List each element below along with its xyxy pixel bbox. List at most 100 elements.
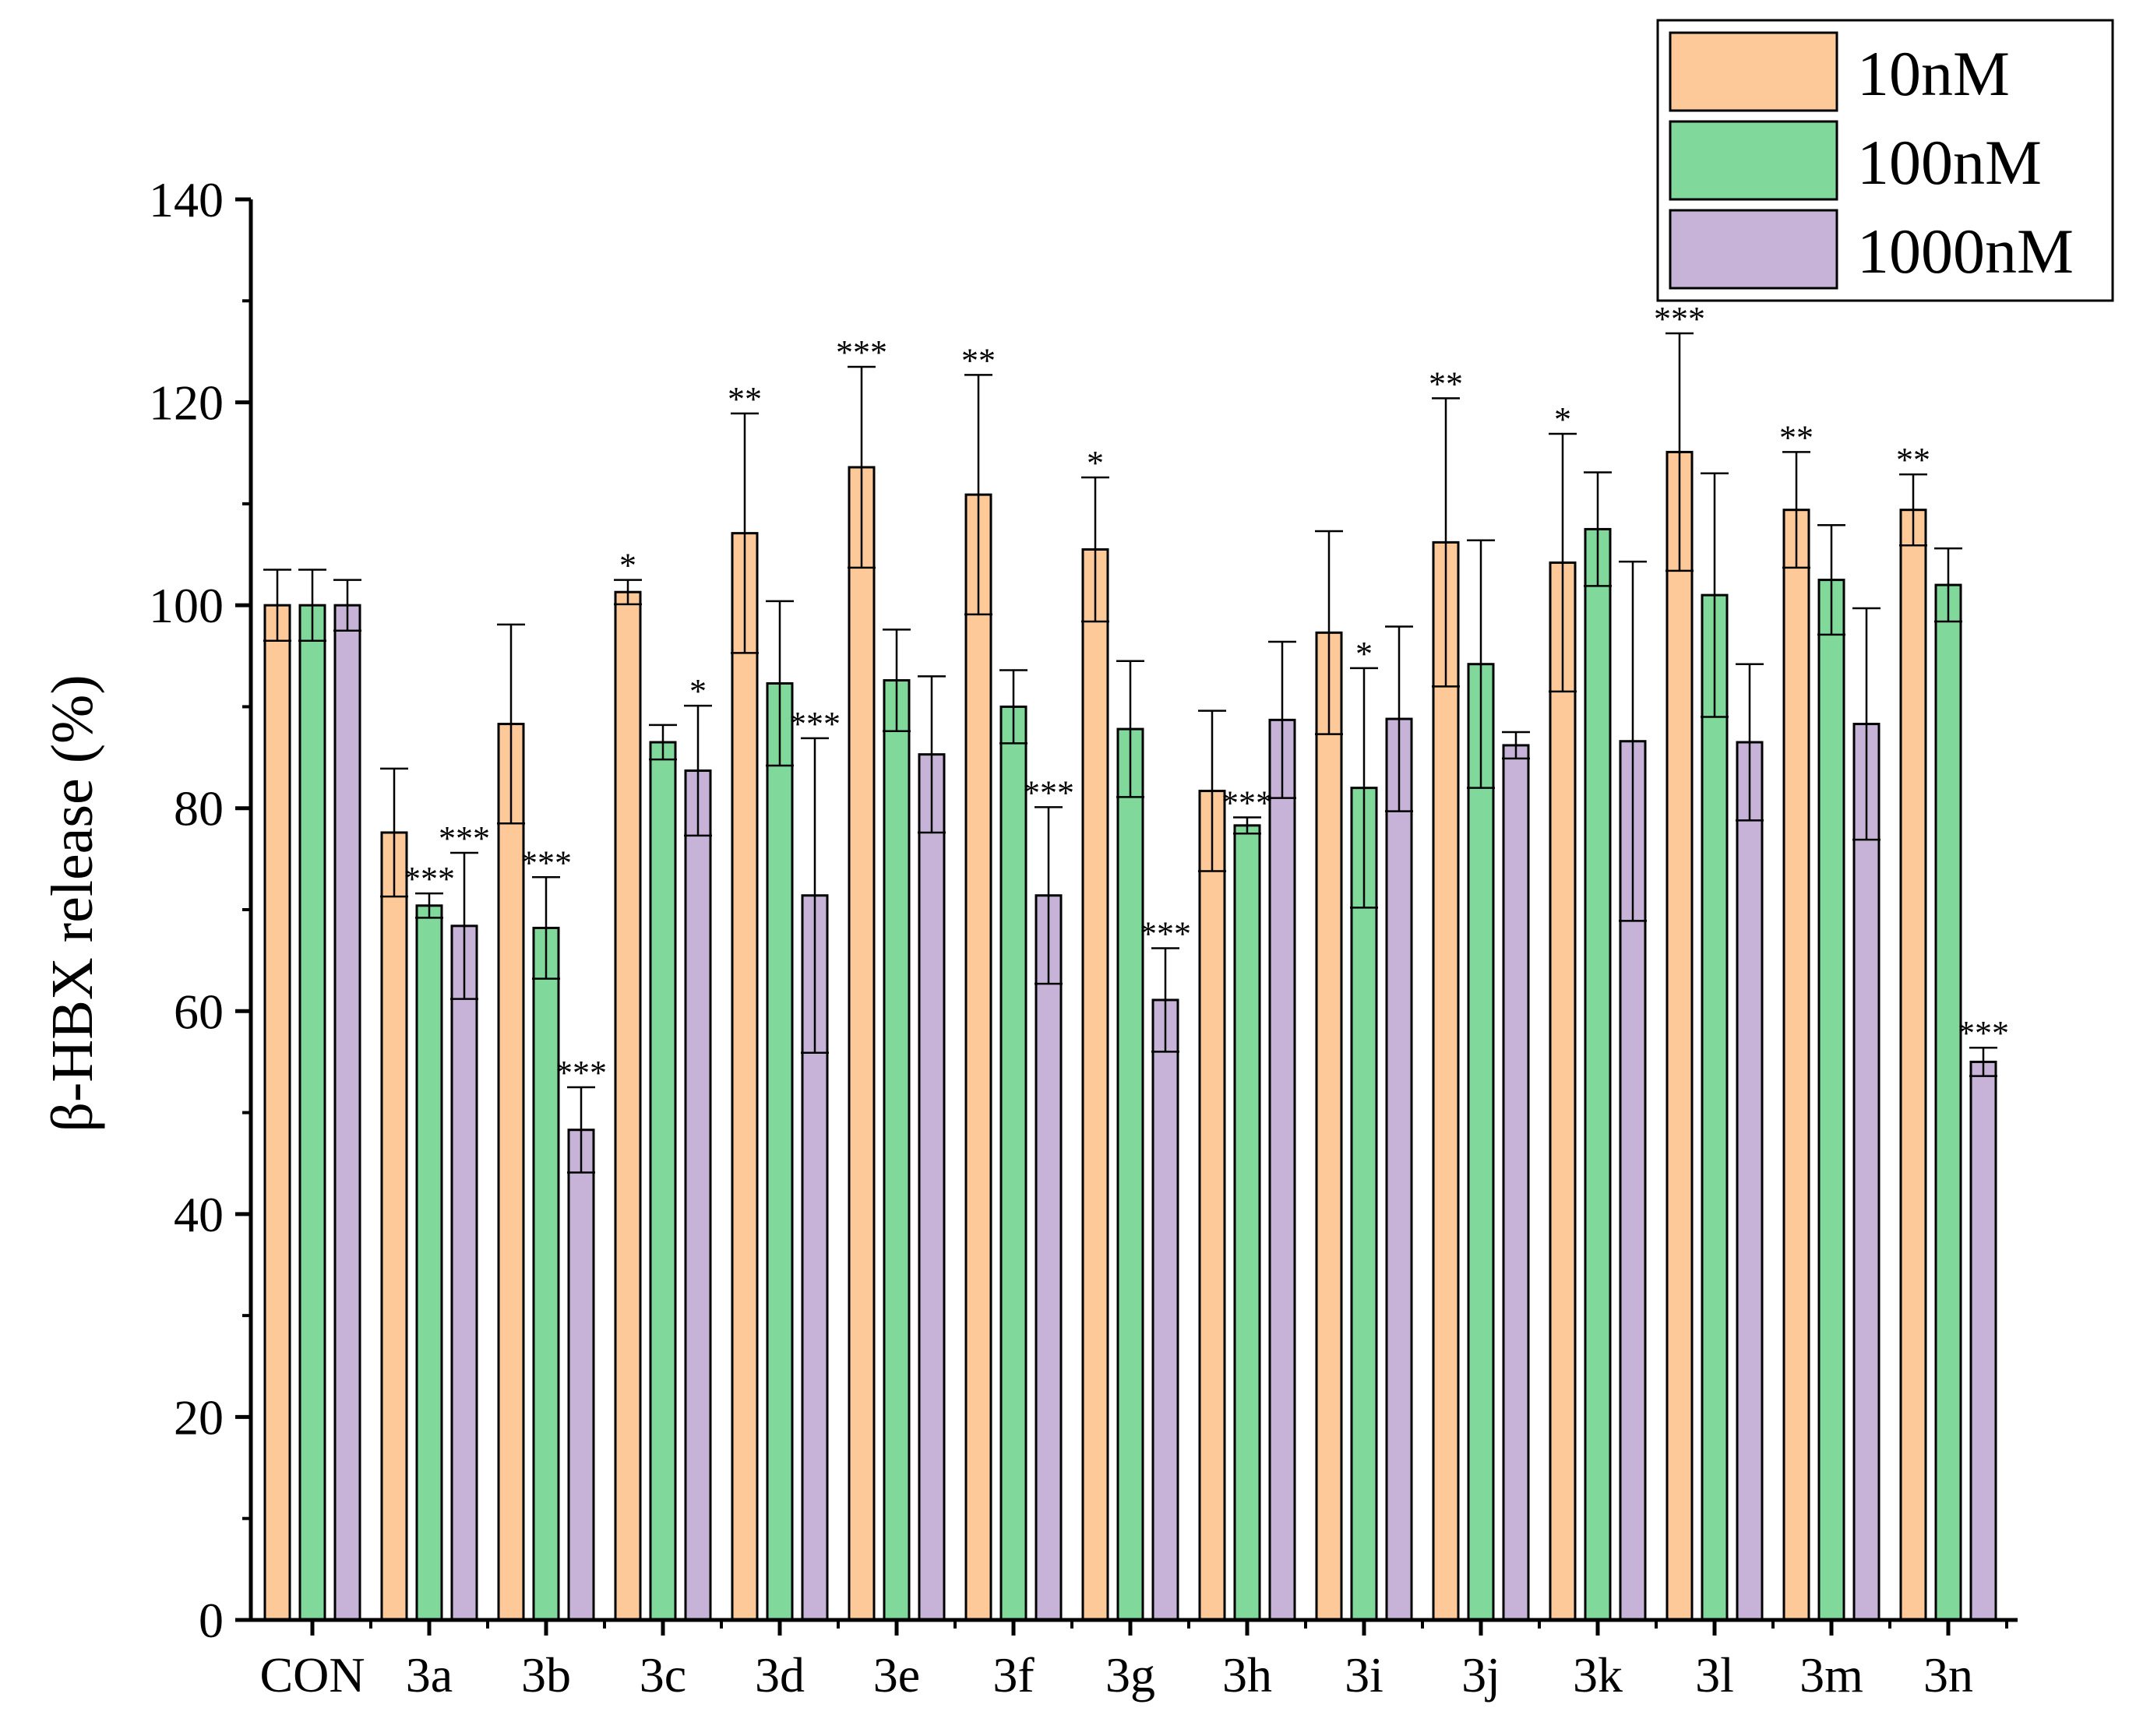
bar-10nM-3k xyxy=(1549,561,1577,1622)
y-tick-label: 100 xyxy=(149,578,224,633)
error-bars-layer xyxy=(263,332,1997,1174)
bar-10nM-3f xyxy=(964,493,992,1622)
bar-1000nM-3b xyxy=(567,1129,595,1622)
x-tick-label: 3d xyxy=(755,1647,805,1703)
significance-mark: ** xyxy=(1429,364,1463,403)
bar-100nM-3j xyxy=(1467,663,1495,1622)
y-tick-label: 80 xyxy=(174,781,224,836)
legend-swatch xyxy=(1669,209,1838,290)
y-tick-label: 20 xyxy=(174,1389,224,1445)
legend-label: 1000nM xyxy=(1857,216,2074,287)
bar-10nM-3l xyxy=(1665,450,1694,1622)
bar-100nM-3l xyxy=(1701,593,1729,1622)
significance-mark: *** xyxy=(836,333,887,371)
bar-100nM-3e xyxy=(883,679,911,1622)
legend-label: 100nM xyxy=(1857,127,2042,198)
legend-label: 10nM xyxy=(1857,38,2010,109)
significance-layer: ****** **************** ******************… xyxy=(404,300,2009,1092)
bar-100nM-3c xyxy=(649,741,677,1622)
x-tick-label: 3i xyxy=(1345,1647,1383,1703)
bar-1000nM-CON xyxy=(333,604,361,1622)
significance-mark: ** xyxy=(1896,441,1930,479)
significance-mark: ** xyxy=(961,341,996,379)
bar-1000nM-3l xyxy=(1736,741,1764,1622)
bar-1000nM-3g xyxy=(1151,998,1179,1622)
bar-10nM-3m xyxy=(1782,509,1810,1622)
y-tick-label: 40 xyxy=(174,1187,224,1242)
x-tick-label: 3h xyxy=(1222,1647,1272,1703)
x-tick-label: 3k xyxy=(1573,1647,1623,1703)
y-tick-label: 120 xyxy=(149,375,224,431)
significance-mark: * xyxy=(1087,444,1104,482)
significance-mark: *** xyxy=(1654,300,1705,338)
bar-100nM-3h xyxy=(1233,824,1261,1622)
x-tick-label: CON xyxy=(259,1647,365,1703)
bar-10nM-3n xyxy=(1899,509,1927,1622)
bar-100nM-3d xyxy=(766,681,794,1622)
legend-swatch xyxy=(1669,31,1838,112)
bar-100nM-3f xyxy=(999,705,1027,1622)
significance-mark: *** xyxy=(1140,915,1191,953)
significance-mark: *** xyxy=(404,860,455,898)
bars-layer xyxy=(263,450,1997,1622)
significance-mark: *** xyxy=(1958,1014,2009,1052)
x-tick-label: 3l xyxy=(1695,1647,1734,1703)
bar-10nM-3g xyxy=(1081,548,1109,1622)
y-tick-label: 140 xyxy=(149,172,224,227)
bar-1000nM-3m xyxy=(1852,723,1880,1622)
significance-mark: *** xyxy=(1023,773,1074,812)
significance-mark: * xyxy=(689,672,707,710)
x-tick-label: 3b xyxy=(521,1647,571,1703)
legend: 10nM 100nM 1000nM xyxy=(1656,19,2114,302)
bar-1000nM-3h xyxy=(1268,718,1296,1622)
significance-mark: *** xyxy=(555,1054,607,1092)
bar-100nM-3i xyxy=(1350,787,1378,1622)
bar-1000nM-3n xyxy=(1969,1060,1997,1622)
legend-swatch xyxy=(1669,120,1838,201)
x-tick-label: 3m xyxy=(1799,1647,1863,1703)
bar-10nM-3j xyxy=(1432,541,1460,1622)
bar-100nM-3k xyxy=(1584,527,1612,1622)
bar-1000nM-3f xyxy=(1035,894,1063,1622)
y-axis-title: β-HBX release (%) xyxy=(40,674,105,1132)
x-tick-label: 3f xyxy=(992,1647,1035,1703)
significance-mark: ** xyxy=(1779,418,1814,456)
bar-1000nM-3e xyxy=(918,753,946,1622)
bar-1000nM-3i xyxy=(1385,717,1413,1622)
bar-10nM-CON xyxy=(263,604,291,1622)
y-ticks: 0 20 40 60 80 100 120 140 xyxy=(149,172,251,1648)
bar-100nM-3a xyxy=(415,904,443,1622)
y-tick-label: 0 xyxy=(199,1593,224,1648)
bar-10nM-3c xyxy=(614,590,642,1622)
significance-mark: * xyxy=(1554,400,1571,438)
bar-10nM-3a xyxy=(380,831,408,1622)
bar-100nM-CON xyxy=(298,604,326,1622)
x-tick-label: 3j xyxy=(1461,1647,1500,1703)
significance-mark: *** xyxy=(439,819,490,857)
bar-10nM-3e xyxy=(848,466,876,1622)
bar-100nM-3b xyxy=(532,926,560,1622)
significance-mark: * xyxy=(619,547,636,585)
significance-mark: * xyxy=(1355,635,1373,673)
x-tick-label: 3e xyxy=(873,1647,920,1703)
bar-1000nM-3j xyxy=(1502,744,1530,1622)
x-tick-label: 3c xyxy=(640,1647,686,1703)
x-tick-label: 3n xyxy=(1923,1647,1973,1703)
x-tick-label: 3g xyxy=(1105,1647,1155,1703)
bar-100nM-3m xyxy=(1817,579,1845,1622)
y-tick-label: 60 xyxy=(174,984,224,1039)
bar-10nM-3i xyxy=(1315,631,1343,1622)
x-ticks: CON 3a 3b 3c 3d 3e 3f 3g 3h 3i 3j 3k 3l 3m 3n xyxy=(259,1620,2008,1703)
bar-100nM-3n xyxy=(1934,583,1962,1622)
significance-mark: *** xyxy=(789,705,841,743)
bar-100nM-3g xyxy=(1116,727,1144,1622)
significance-mark: ** xyxy=(728,380,762,418)
bar-1000nM-3c xyxy=(684,769,712,1622)
bar-10nM-3d xyxy=(731,532,759,1622)
x-tick-label: 3a xyxy=(406,1647,453,1703)
significance-mark: *** xyxy=(1221,783,1273,822)
significance-mark: *** xyxy=(520,843,572,882)
bar-1000nM-3a xyxy=(450,924,478,1622)
